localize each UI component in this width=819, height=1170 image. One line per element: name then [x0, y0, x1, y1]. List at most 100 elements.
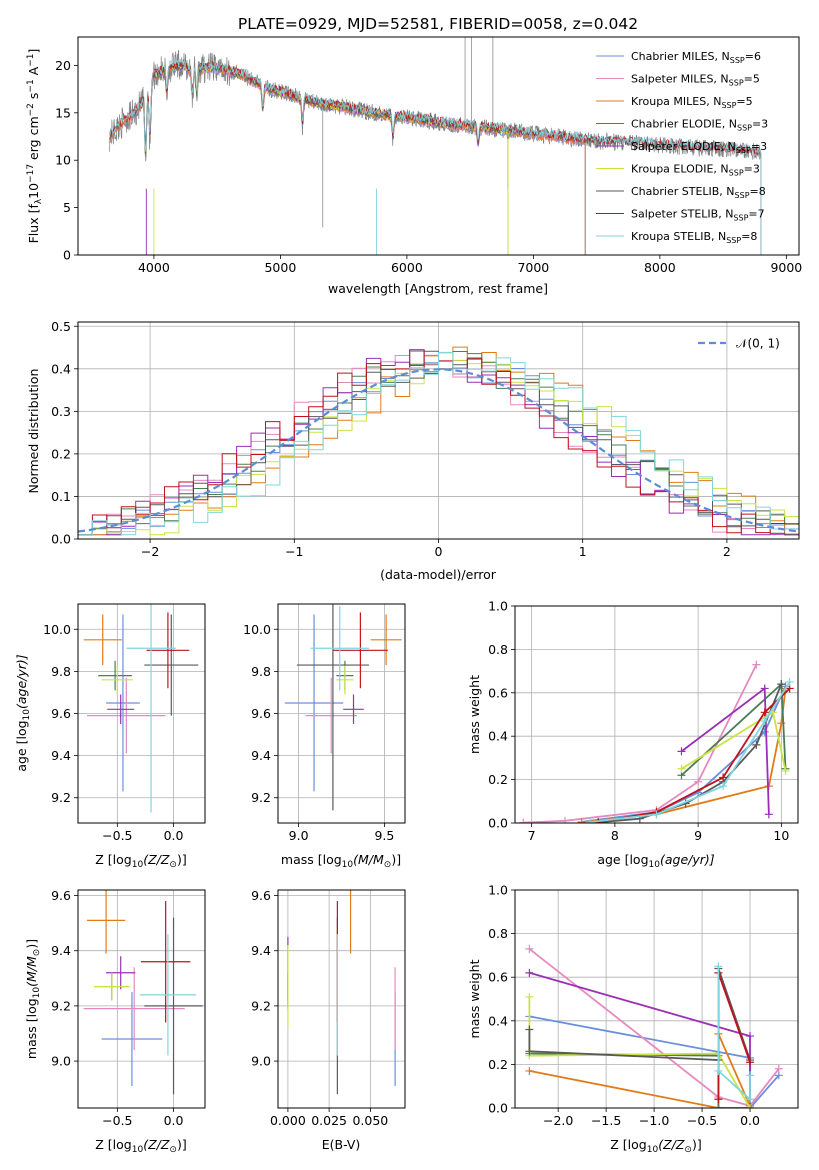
panel-residuals: −2 −1 0 1 2 0.0 0.1 0.2 0.3 0.4 0.5 𝒩(0, 1) (data-mo…: [26, 319, 800, 582]
axis-label-part: 10: [32, 987, 42, 999]
axis-label-part: 10: [342, 860, 354, 870]
y-label-part: erg cm: [26, 116, 41, 164]
legend-name: Salpeter STELIB, N: [631, 208, 733, 221]
plot-area: [278, 604, 405, 823]
panels-layer: 4000 5000 6000 7000 8000 900005101520Chabrier…: [14, 36, 802, 1155]
y-tick-label: 0.6: [488, 970, 508, 985]
weight-marker: [746, 1058, 755, 1067]
y-label-part: s: [26, 93, 41, 104]
y-tick-label: 9.0: [251, 1054, 271, 1069]
axes-frame: [77, 889, 206, 1109]
legend-nssp: =5: [744, 73, 760, 86]
y-tick-label: 0.0: [488, 816, 508, 831]
legend-name: Salpeter ELODIE, N: [631, 140, 736, 153]
x-tick-label: 7000: [517, 260, 549, 275]
weight-marker: [746, 1104, 755, 1108]
legend-nssp: =5: [736, 95, 752, 108]
weight-marker: [760, 717, 769, 726]
y-tick-label: 0.6: [488, 685, 508, 700]
histogram-step: [78, 351, 799, 536]
axis-label-part: (Z/Z: [658, 1137, 685, 1152]
x-tick-label: 1: [579, 544, 587, 559]
x-axis-label: age [log10(age/yr)]: [597, 852, 714, 870]
legend-label: Chabrier ELODIE, NSSP=3: [631, 118, 768, 133]
y-axis-label: Flux [fλ10−17 erg cm−2 s−1 A−1]: [26, 49, 44, 244]
legend-sub: SSP: [729, 79, 744, 88]
weight-marker: [764, 810, 773, 819]
weight-marker: [781, 766, 790, 775]
axis-label-part: 10: [132, 860, 144, 870]
weight-marker: [714, 1066, 723, 1075]
legend-sub: SSP: [721, 101, 736, 110]
y-tick-label: 9.4: [51, 748, 71, 763]
y-tick-label: 0.4: [51, 361, 71, 376]
legend-label: 𝒩(0, 1): [736, 337, 780, 351]
axis-label-part: ⊙: [169, 1145, 177, 1155]
legend-nssp: =3: [752, 118, 768, 131]
x-tick-label: 9.0: [289, 828, 309, 843]
weight-marker: [774, 1064, 783, 1073]
y-tick-label: 9.8: [251, 664, 271, 679]
weight-marker: [525, 1025, 534, 1034]
legend-sub: SSP: [733, 214, 748, 223]
y-label-part: 10: [26, 183, 41, 199]
axis-label-part: (age/yr)]: [660, 852, 715, 867]
weight-line: [598, 683, 783, 823]
plot-area: [78, 322, 799, 539]
axes-frame: [514, 889, 799, 1109]
legend-name: Chabrier MILES, N: [631, 50, 730, 63]
x-tick-label: 0: [435, 544, 443, 559]
y-tick-label: 9.4: [251, 748, 271, 763]
weight-marker: [760, 684, 769, 693]
axis-label-part: age [log: [14, 720, 29, 771]
normal-curve: [78, 368, 799, 533]
x-tick-label: 10: [773, 828, 789, 843]
y-tick-label: 0.1: [51, 489, 71, 504]
axis-label-part: )]: [177, 1137, 187, 1152]
y-tick-label: 9.6: [251, 888, 271, 903]
weight-marker: [714, 1095, 723, 1104]
legend-label: Kroupa MILES, NSSP=5: [631, 95, 753, 110]
y-tick-label: 10: [55, 153, 71, 168]
y-tick-label: 1.0: [488, 883, 508, 898]
y-tick-label: 9.2: [51, 790, 71, 805]
axis-label-part: ⊙: [32, 949, 42, 957]
x-tick-label: 0.000: [270, 1113, 306, 1128]
histogram-step: [78, 350, 799, 536]
axis-label-part: 10: [647, 1145, 659, 1155]
axis-label-part: 10: [132, 1145, 144, 1155]
legend-sub: SSP: [726, 236, 741, 245]
panel-mass_vs_ebv: 0.000 0.025 0.050 9.0 9.2 9.4 9.6 E(B-V): [251, 888, 406, 1152]
x-axis-label: E(B-V): [322, 1137, 361, 1152]
axis-label-part: ⊙: [684, 1145, 692, 1155]
axes-frame: [514, 605, 799, 824]
weight-marker: [752, 740, 761, 749]
legend-name: Kroupa MILES, N: [631, 95, 721, 108]
legend-nssp: =3: [751, 140, 767, 153]
y-tick-label: 9.4: [251, 943, 271, 958]
plot-area: [515, 606, 798, 823]
x-tick-label: 4000: [138, 260, 170, 275]
weight-line: [717, 966, 751, 1102]
legend-sub: SSP: [730, 56, 745, 65]
panel-age_vs_mass: 9.0 9.5 9.2 9.4 9.6 9.8 10.0 mass [log10(M/M⊙)]: [243, 603, 406, 870]
y-label-part: −1: [26, 54, 36, 67]
y-tick-label: 9.2: [251, 998, 271, 1013]
panel-weight_vs_Z: −2.0 −1.5 −1.0 −0.5 0.0 0.0 0.2 0.4 0.6 0.8 1.0 mas…: [467, 883, 799, 1155]
x-tick-label: −2: [141, 544, 159, 559]
legend-name: Chabrier STELIB, N: [631, 185, 735, 198]
plot-area: [78, 890, 205, 1108]
legend-label: Salpeter STELIB, NSSP=7: [631, 208, 765, 223]
axes-frame: [77, 603, 206, 824]
x-tick-label: 7: [528, 828, 536, 843]
weight-line: [529, 971, 751, 1108]
axes-frame: [277, 889, 406, 1109]
y-label-part: λ: [34, 198, 44, 204]
x-axis-label: (data-model)/error: [380, 567, 497, 582]
axis-label-part: )]: [177, 852, 187, 867]
y-tick-label: 0.2: [51, 446, 71, 461]
axis-label-part: (Z/Z: [143, 1137, 170, 1152]
weight-marker: [746, 1071, 755, 1080]
weight-marker: [677, 747, 686, 756]
